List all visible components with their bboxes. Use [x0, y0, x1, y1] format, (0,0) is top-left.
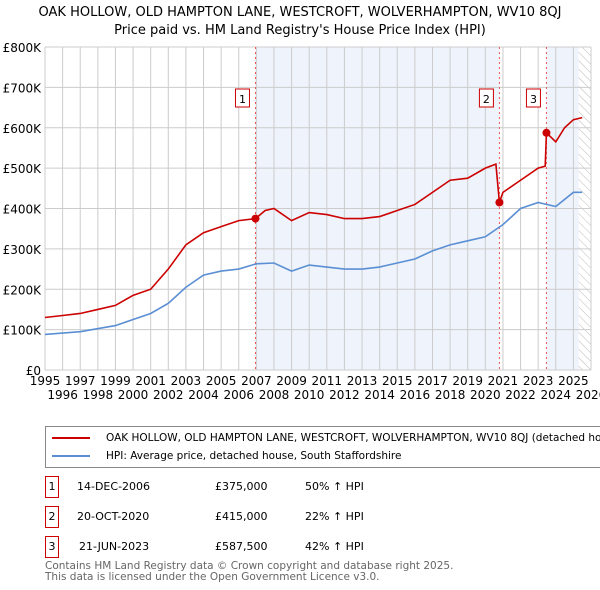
y-tick-label: £200K [3, 283, 43, 297]
x-tick-label: 2017 [417, 374, 448, 388]
sale-hpi: 50% ↑ HPI [305, 480, 364, 493]
legend-blue-line [52, 455, 90, 457]
y-tick-label: £400K [3, 203, 43, 217]
x-tick-label: 2020 [470, 388, 501, 402]
x-tick-label: 2016 [400, 388, 431, 402]
x-tick-label: 2004 [188, 388, 219, 402]
y-tick-label: £600K [3, 122, 43, 136]
sale-date: 20-OCT-2020 [77, 510, 150, 523]
y-tick-label: £100K [3, 324, 43, 338]
sale-label-box [478, 88, 494, 108]
x-tick-label: 2001 [135, 374, 166, 388]
x-tick-label: 1999 [100, 374, 131, 388]
sale-price: £375,000 [215, 480, 268, 493]
hpi-line [44, 191, 583, 336]
x-tick-label: 2026 [576, 388, 600, 402]
x-tick-label: 2022 [505, 388, 536, 402]
sale-label-box [234, 88, 250, 108]
sale-point [542, 128, 551, 137]
x-tick-label: 2000 [118, 388, 149, 402]
y-tick-label: £500K [3, 162, 43, 176]
sale-marker-badge: 2 [45, 506, 59, 528]
legend-hpi-label: HPI: Average price, detached house, Sout… [106, 450, 402, 462]
chart-subtitle: Price paid vs. HM Land Registry's House … [114, 23, 486, 38]
sale-date: 21-JUN-2023 [79, 540, 150, 553]
sale-date: 14-DEC-2006 [77, 480, 151, 493]
x-tick-label: 2014 [364, 388, 395, 402]
chart-title: OAK HOLLOW, OLD HAMPTON LANE, WESTCROFT,… [38, 5, 562, 20]
x-tick-label: 1997 [65, 374, 96, 388]
x-tick-label: 2009 [276, 374, 307, 388]
sale-hpi: 22% ↑ HPI [305, 510, 364, 523]
x-tick-label: 2006 [223, 388, 254, 402]
footer: Contains HM Land Registry data © Crown c… [45, 561, 453, 583]
x-tick-label: 2011 [312, 374, 343, 388]
sale-label-box [525, 88, 541, 108]
x-tick-label: 1995 [30, 374, 61, 388]
sale-marker-badge: 1 [45, 476, 59, 498]
x-tick-label: 2008 [259, 388, 290, 402]
x-tick-label: 2024 [541, 388, 572, 402]
y-tick-label: £700K [3, 81, 43, 95]
legend: OAK HOLLOW, OLD HAMPTON LANE, WESTCROFT,… [45, 426, 600, 468]
sale-price: £415,000 [215, 510, 268, 523]
y-tick-label: £800K [3, 41, 43, 55]
sale-label: 1 [239, 93, 246, 106]
sale-marker-badge: 3 [45, 536, 59, 558]
x-tick-label: 1998 [83, 388, 114, 402]
sale-price: £587,500 [215, 540, 268, 553]
legend-property-label: OAK HOLLOW, OLD HAMPTON LANE, WESTCROFT,… [106, 432, 600, 444]
x-tick-label: 2007 [241, 374, 272, 388]
sale-label: 2 [483, 93, 490, 106]
x-tick-label: 2013 [347, 374, 378, 388]
x-tick-label: 2002 [153, 388, 184, 402]
y-tick-label: £300K [3, 243, 43, 257]
footer-licence: This data is licensed under the Open Gov… [45, 571, 380, 583]
x-tick-label: 2023 [523, 374, 554, 388]
x-tick-label: 2019 [452, 374, 483, 388]
x-tick-label: 2005 [206, 374, 237, 388]
x-tick-label: 2015 [382, 374, 413, 388]
x-tick-label: 2018 [435, 388, 466, 402]
y-tick-label: £0 [26, 364, 41, 378]
x-tick-label: 2010 [294, 388, 325, 402]
price-paid-line [44, 116, 583, 319]
footer-copyright: Contains HM Land Registry data © Crown c… [45, 560, 454, 572]
sale-label: 3 [530, 93, 537, 106]
price-chart: 1995199619971998199920002001200220032004… [3, 41, 600, 402]
x-tick-label: 2021 [488, 374, 519, 388]
sale-point [495, 198, 504, 207]
sale-point [251, 214, 260, 223]
sale-hpi: 42% ↑ HPI [305, 540, 364, 553]
x-tick-label: 2012 [329, 388, 360, 402]
legend-red-line [52, 437, 90, 439]
x-tick-label: 1996 [47, 388, 78, 402]
x-tick-label: 2003 [171, 374, 202, 388]
x-tick-label: 2025 [558, 374, 589, 388]
